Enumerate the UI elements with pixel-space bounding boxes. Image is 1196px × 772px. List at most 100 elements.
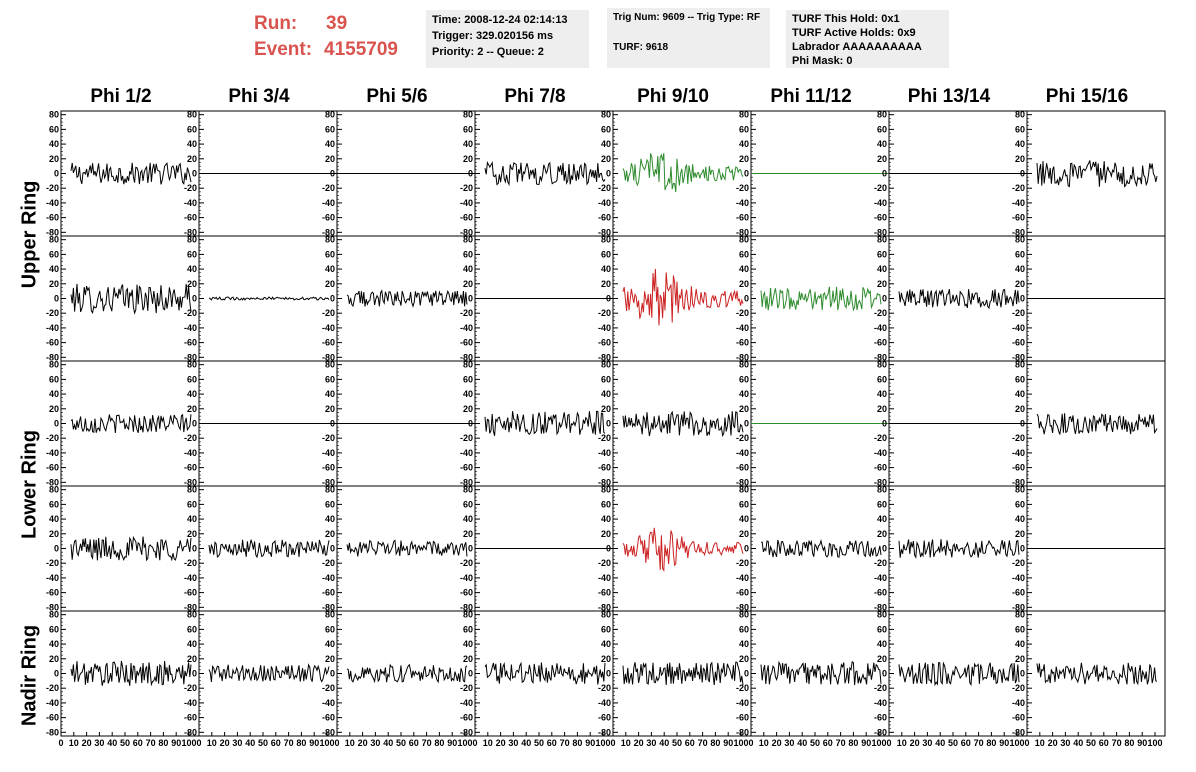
y-tick-label: -60 (460, 463, 473, 473)
y-tick-label: -20 (460, 308, 473, 318)
y-tick-label: 80 (49, 610, 59, 620)
y-tick-label: 40 (877, 139, 887, 149)
y-tick-label: -20 (598, 683, 611, 693)
y-tick-label: 60 (601, 124, 611, 134)
y-tick-label: 0 (1020, 294, 1025, 304)
x-tick-label: 50 (258, 738, 268, 748)
x-tick-label: 0 (886, 738, 891, 748)
y-tick-label: -20 (322, 683, 335, 693)
x-tick-label: 100 (181, 738, 196, 748)
y-tick-label: -20 (736, 683, 749, 693)
y-tick-label: 80 (49, 235, 59, 245)
y-tick-label: 20 (49, 279, 59, 289)
y-tick-label: -60 (322, 338, 335, 348)
y-tick-label: -20 (874, 183, 887, 193)
y-tick-label: 80 (463, 110, 473, 120)
x-tick-label: 80 (572, 738, 582, 748)
x-tick-label: 60 (133, 738, 143, 748)
y-tick-label: -20 (1012, 308, 1025, 318)
y-tick-label: -80 (184, 602, 197, 612)
y-tick-label: -60 (598, 338, 611, 348)
y-tick-label: -60 (184, 213, 197, 223)
y-tick-label: -40 (598, 323, 611, 333)
y-tick-label: -80 (184, 352, 197, 362)
x-tick-label: 40 (521, 738, 531, 748)
y-tick-label: 80 (1015, 610, 1025, 620)
y-tick-label: 20 (463, 154, 473, 164)
y-tick-label: 0 (468, 419, 473, 429)
y-tick-label: 60 (877, 374, 887, 384)
y-tick-label: 60 (463, 624, 473, 634)
x-tick-label: 60 (1099, 738, 1109, 748)
y-tick-label: 60 (187, 624, 197, 634)
column-header-phi-7-8: Phi 7/8 (504, 86, 566, 107)
x-tick-label: 90 (309, 738, 319, 748)
y-tick-label: -40 (184, 323, 197, 333)
y-tick-label: 60 (739, 374, 749, 384)
column-header-phi-15-16: Phi 15/16 (1045, 86, 1129, 107)
y-tick-label: 60 (187, 499, 197, 509)
x-tick-label: 30 (784, 738, 794, 748)
x-tick-label: 0 (334, 738, 339, 748)
y-tick-label: -20 (46, 683, 59, 693)
x-tick-label: 90 (171, 738, 181, 748)
x-tick-label: 80 (434, 738, 444, 748)
y-tick-label: -40 (184, 198, 197, 208)
y-tick-label: 0 (882, 544, 887, 554)
y-tick-label: -80 (1012, 352, 1025, 362)
y-tick-label: 80 (325, 610, 335, 620)
y-tick-label: -40 (46, 448, 59, 458)
y-tick-label: 80 (325, 485, 335, 495)
y-tick-label: 80 (877, 610, 887, 620)
y-tick-label: 40 (49, 264, 59, 274)
y-tick-label: -20 (322, 183, 335, 193)
y-tick-label: 80 (325, 360, 335, 370)
y-tick-label: 80 (601, 360, 611, 370)
y-tick-label: 20 (1015, 279, 1025, 289)
y-tick-label: 20 (49, 529, 59, 539)
x-tick-label: 30 (922, 738, 932, 748)
y-tick-label: 0 (1020, 544, 1025, 554)
y-tick-label: -80 (736, 727, 749, 737)
y-tick-label: 60 (601, 624, 611, 634)
y-tick-label: 60 (463, 124, 473, 134)
priority-line: Priority: 2 -- Queue: 2 (432, 46, 544, 58)
y-tick-label: -80 (46, 477, 59, 487)
y-tick-label: -60 (736, 713, 749, 723)
y-tick-label: -60 (598, 588, 611, 598)
x-tick-label: 40 (383, 738, 393, 748)
y-tick-label: 80 (49, 485, 59, 495)
y-tick-label: -80 (874, 227, 887, 237)
x-tick-label: 90 (1137, 738, 1147, 748)
y-tick-label: -20 (598, 183, 611, 193)
x-tick-label: 90 (999, 738, 1009, 748)
y-tick-label: 80 (739, 235, 749, 245)
x-tick-label: 100 (1009, 738, 1024, 748)
x-tick-label: 80 (986, 738, 996, 748)
y-tick-label: 60 (325, 374, 335, 384)
y-tick-label: 80 (739, 610, 749, 620)
x-tick-label: 40 (797, 738, 807, 748)
waveform-trace (208, 663, 330, 683)
y-tick-label: -80 (184, 227, 197, 237)
y-tick-label: -20 (874, 558, 887, 568)
turf-hold-line: TURF This Hold: 0x1 (792, 13, 900, 25)
y-tick-label: 60 (325, 499, 335, 509)
y-tick-label: -80 (322, 227, 335, 237)
y-tick-label: 60 (601, 499, 611, 509)
y-tick-label: 40 (877, 639, 887, 649)
y-tick-label: 20 (49, 404, 59, 414)
x-tick-label: 30 (370, 738, 380, 748)
y-tick-label: -80 (874, 477, 887, 487)
y-tick-label: 40 (463, 639, 473, 649)
y-tick-label: -40 (460, 448, 473, 458)
trig-info-box: Trig Num: 9609 -- Trig Type: RF TURF: 96… (607, 8, 770, 68)
y-tick-label: -20 (736, 183, 749, 193)
y-tick-label: 80 (739, 360, 749, 370)
y-tick-label: -60 (46, 463, 59, 473)
y-tick-label: 60 (877, 624, 887, 634)
x-tick-label: 30 (232, 738, 242, 748)
y-tick-label: 80 (463, 360, 473, 370)
y-tick-label: 40 (187, 514, 197, 524)
y-tick-label: 20 (877, 529, 887, 539)
